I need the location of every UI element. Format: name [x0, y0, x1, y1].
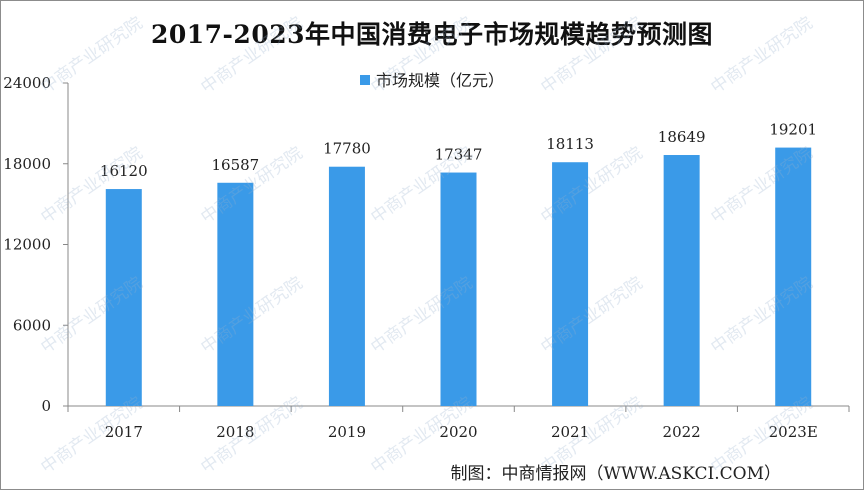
bar [440, 172, 477, 406]
y-tick-label: 12000 [3, 236, 51, 254]
bar-value-label: 19201 [769, 121, 817, 139]
bar-value-label: 18649 [658, 128, 706, 146]
x-tick-label: 2021 [551, 423, 589, 441]
legend-swatch [359, 75, 370, 85]
bar [105, 189, 142, 406]
y-tick-label: 18000 [3, 155, 51, 173]
bar-value-label: 18113 [546, 135, 594, 153]
bar [775, 147, 812, 406]
bar-value-label: 17780 [323, 140, 371, 158]
bar-value-label: 16120 [100, 162, 148, 180]
x-tick-label: 2020 [439, 423, 477, 441]
bar-value-label: 17347 [435, 146, 483, 164]
y-tick-label: 24000 [3, 74, 51, 92]
bar [552, 162, 589, 406]
x-tick-label: 2017 [105, 423, 143, 441]
y-tick-label: 6000 [13, 316, 51, 334]
x-tick-label: 2019 [328, 423, 366, 441]
bar [663, 155, 700, 406]
x-tick-label: 2022 [663, 423, 701, 441]
y-tick-label: 0 [41, 397, 51, 415]
source-credit: 制图：中商情报网（WWW.ASKCI.COM） [450, 464, 782, 484]
x-tick-label: 2023E [769, 423, 818, 441]
bar-value-label: 16587 [211, 156, 259, 174]
legend-label: 市场规模（亿元） [375, 71, 504, 90]
bar [328, 166, 365, 406]
x-tick-label: 2018 [216, 423, 254, 441]
bar [217, 182, 254, 406]
legend: 市场规模（亿元） [1, 67, 863, 91]
chart-title: 2017-2023年中国消费电子市场规模趋势预测图 [150, 20, 714, 49]
